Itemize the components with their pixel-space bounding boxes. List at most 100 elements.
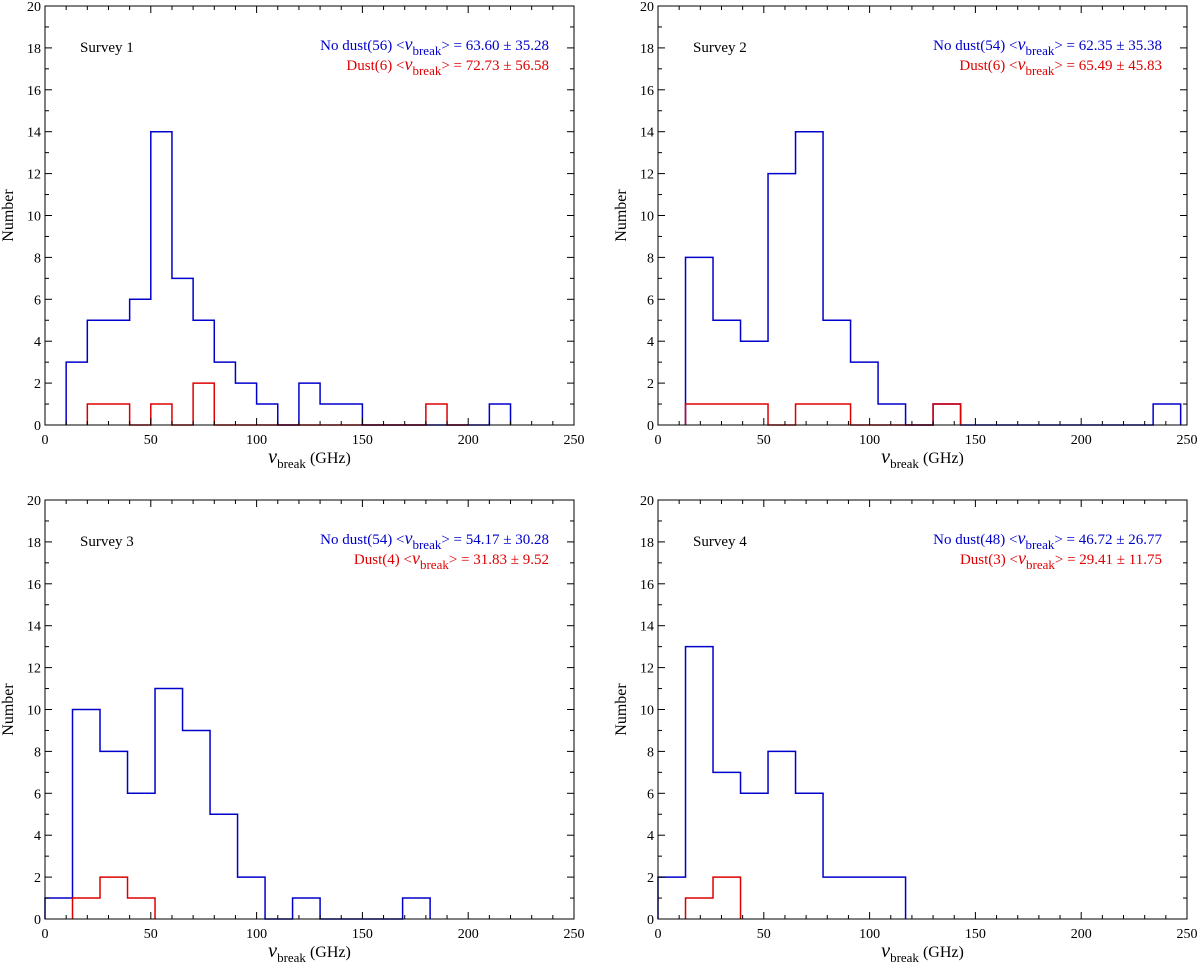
y-tick-label: 2 [34, 871, 41, 886]
y-tick-label: 6 [647, 293, 654, 308]
y-tick-label: 4 [34, 335, 41, 350]
y-tick-label: 4 [34, 829, 41, 844]
histogram-series-no-dust [65, 130, 512, 426]
legend-no-dust: No dust(54) <νbreak> = 62.35 ± 35.38 [933, 34, 1162, 58]
y-tick-label: 18 [27, 536, 41, 551]
x-tick-label: 250 [1177, 927, 1198, 942]
y-axis-label: Number [0, 683, 17, 736]
panel-title: Survey 4 [693, 534, 747, 550]
y-tick-label: 18 [640, 42, 654, 57]
histogram-series-dust [684, 876, 742, 919]
legend-dust: Dust(6) <νbreak> = 72.73 ± 56.58 [346, 54, 549, 78]
y-tick-label: 4 [647, 829, 654, 844]
histogram-series-no-dust [657, 645, 907, 919]
x-tick-label: 0 [655, 433, 662, 448]
y-tick-label: 4 [647, 335, 654, 350]
x-tick-label: 0 [42, 927, 49, 942]
panel-title: Survey 2 [693, 40, 747, 56]
y-tick-label: 0 [647, 913, 654, 928]
panel-title: Survey 1 [80, 40, 134, 56]
y-tick-label: 0 [34, 419, 41, 434]
y-tick-label: 12 [27, 168, 41, 183]
y-tick-label: 2 [647, 377, 654, 392]
y-tick-label: 10 [27, 704, 41, 719]
legend-dust: Dust(3) <νbreak> = 29.41 ± 11.75 [960, 548, 1162, 572]
x-tick-label: 200 [1071, 433, 1092, 448]
y-axis-label: Number [613, 683, 630, 736]
y-tick-label: 10 [640, 704, 654, 719]
x-tick-label: 100 [859, 433, 880, 448]
x-tick-label: 200 [458, 433, 479, 448]
y-tick-label: 6 [34, 787, 41, 802]
legend-no-dust: No dust(48) <νbreak> = 46.72 ± 26.77 [933, 528, 1162, 552]
legend-no-dust: No dust(56) <νbreak> = 63.60 ± 35.28 [320, 34, 549, 58]
y-tick-label: 18 [640, 536, 654, 551]
x-tick-label: 250 [564, 927, 585, 942]
histogram-series-dust [684, 403, 962, 426]
y-tick-label: 2 [647, 871, 654, 886]
x-tick-label: 150 [352, 433, 373, 448]
panel-title: Survey 3 [80, 534, 134, 550]
x-axis-label: νbreak (GHz) [268, 446, 351, 471]
legend-no-dust: No dust(54) <νbreak> = 54.17 ± 30.28 [320, 528, 549, 552]
y-tick-label: 8 [647, 745, 654, 760]
y-tick-label: 16 [27, 578, 41, 593]
y-tick-label: 8 [647, 251, 654, 266]
x-tick-label: 250 [564, 433, 585, 448]
y-tick-label: 16 [27, 84, 41, 99]
x-tick-label: 200 [1071, 927, 1092, 942]
y-tick-label: 14 [27, 126, 41, 141]
y-tick-label: 16 [640, 578, 654, 593]
y-tick-label: 10 [27, 210, 41, 225]
y-tick-label: 12 [640, 662, 654, 677]
x-tick-label: 150 [965, 927, 986, 942]
x-tick-label: 50 [757, 433, 771, 448]
y-tick-label: 8 [34, 745, 41, 760]
legend-dust: Dust(6) <νbreak> = 65.49 ± 45.83 [959, 54, 1162, 78]
y-tick-label: 20 [27, 0, 41, 15]
y-tick-label: 0 [647, 419, 654, 434]
x-tick-label: 200 [458, 927, 479, 942]
y-axis-label: Number [613, 189, 630, 242]
y-tick-label: 2 [34, 377, 41, 392]
y-tick-label: 6 [34, 293, 41, 308]
x-axis-label: νbreak (GHz) [881, 940, 964, 965]
x-tick-label: 100 [246, 927, 267, 942]
y-tick-label: 12 [27, 662, 41, 677]
x-axis-label: νbreak (GHz) [268, 940, 351, 965]
y-tick-label: 14 [640, 620, 654, 635]
histogram-series-no-dust [44, 687, 431, 920]
y-tick-label: 14 [27, 620, 41, 635]
legend-dust: Dust(4) <νbreak> = 31.83 ± 9.52 [354, 548, 549, 572]
x-tick-label: 50 [757, 927, 771, 942]
y-tick-label: 20 [640, 494, 654, 509]
y-tick-label: 16 [640, 84, 654, 99]
y-tick-label: 10 [640, 210, 654, 225]
y-tick-label: 20 [27, 494, 41, 509]
x-tick-label: 50 [144, 927, 158, 942]
y-tick-label: 18 [27, 42, 41, 57]
x-tick-label: 100 [246, 433, 267, 448]
y-axis-label: Number [0, 189, 17, 242]
x-tick-label: 100 [859, 927, 880, 942]
x-tick-label: 0 [42, 433, 49, 448]
x-tick-label: 50 [144, 433, 158, 448]
y-tick-label: 12 [640, 168, 654, 183]
x-axis-label: νbreak (GHz) [881, 446, 964, 471]
x-tick-label: 0 [655, 927, 662, 942]
y-tick-label: 0 [34, 913, 41, 928]
y-tick-label: 8 [34, 251, 41, 266]
x-tick-label: 150 [352, 927, 373, 942]
x-tick-label: 150 [965, 433, 986, 448]
y-tick-label: 20 [640, 0, 654, 15]
y-tick-label: 6 [647, 787, 654, 802]
y-tick-label: 14 [640, 126, 654, 141]
x-tick-label: 250 [1177, 433, 1198, 448]
histogram-series-no-dust [684, 130, 1182, 426]
histogram-series-dust [71, 876, 156, 919]
